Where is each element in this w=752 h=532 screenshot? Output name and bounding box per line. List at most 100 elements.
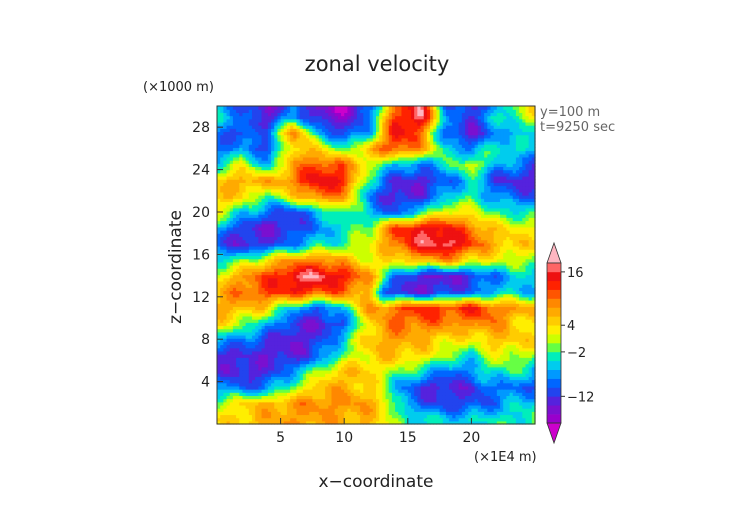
heatmap-cell xyxy=(525,274,530,279)
heatmap-cell xyxy=(379,274,383,279)
heatmap-cell xyxy=(312,357,317,361)
heatmap-cell xyxy=(468,392,472,396)
heatmap-cell xyxy=(474,338,479,342)
heatmap-cell xyxy=(436,395,441,400)
heatmap-cell xyxy=(309,265,313,269)
heatmap-cell xyxy=(271,369,275,374)
heatmap-cell xyxy=(395,408,399,412)
heatmap-cell xyxy=(509,265,514,269)
heatmap-cell xyxy=(480,280,485,285)
heatmap-cell xyxy=(261,268,266,272)
heatmap-cell xyxy=(372,280,377,285)
heatmap-cell xyxy=(318,290,323,295)
heatmap-cell xyxy=(480,293,485,298)
heatmap-cell xyxy=(471,303,476,307)
heatmap-cell xyxy=(458,334,463,339)
heatmap-cell xyxy=(439,309,444,314)
heatmap-cell xyxy=(251,284,256,288)
heatmap-cell xyxy=(461,284,466,288)
heatmap-cell xyxy=(391,331,396,336)
heatmap-cell xyxy=(477,290,482,295)
heatmap-cell xyxy=(439,322,444,327)
heatmap-cell xyxy=(445,385,450,390)
heatmap-cell xyxy=(515,296,520,301)
heatmap-cell xyxy=(426,414,431,419)
heatmap-cell xyxy=(395,312,399,317)
heatmap-cell xyxy=(509,325,514,330)
heatmap-cell xyxy=(321,401,326,406)
heatmap-cell xyxy=(436,293,441,298)
heatmap-cell xyxy=(528,357,533,361)
heatmap-cell xyxy=(229,414,234,419)
heatmap-cell xyxy=(528,350,533,355)
heatmap-cell xyxy=(217,328,221,333)
heatmap-cell xyxy=(280,299,285,304)
heatmap-cell xyxy=(519,293,523,298)
heatmap-cell xyxy=(452,395,457,400)
heatmap-cell xyxy=(503,277,507,282)
heatmap-cell xyxy=(280,382,285,387)
heatmap-cell xyxy=(331,347,336,352)
heatmap-cell xyxy=(522,414,527,419)
heatmap-cell xyxy=(341,325,345,330)
heatmap-cell xyxy=(277,379,282,384)
heatmap-cell xyxy=(512,395,517,400)
heatmap-cell xyxy=(525,369,530,374)
heatmap-cell xyxy=(458,331,463,336)
heatmap-cell xyxy=(430,328,434,333)
heatmap-cell xyxy=(401,296,406,301)
heatmap-cell xyxy=(420,389,425,393)
heatmap-cell xyxy=(296,366,301,371)
heatmap-cell xyxy=(296,354,301,358)
heatmap-cell xyxy=(528,398,533,403)
heatmap-cell xyxy=(299,322,304,327)
heatmap-cell xyxy=(436,325,441,330)
heatmap-cell xyxy=(506,334,511,339)
heatmap-cell xyxy=(242,309,247,314)
heatmap-cell xyxy=(528,322,533,327)
heatmap-cell xyxy=(229,420,234,425)
heatmap-cell xyxy=(525,290,530,295)
heatmap-cell xyxy=(255,414,259,419)
heatmap-cell xyxy=(439,420,444,425)
heatmap-cell xyxy=(423,293,428,298)
heatmap-cell xyxy=(236,274,240,279)
heatmap-cell xyxy=(286,411,291,416)
heatmap-cell xyxy=(385,347,390,352)
heatmap-cell xyxy=(271,379,275,384)
heatmap-cell xyxy=(255,293,259,298)
heatmap-cell xyxy=(363,265,368,269)
heatmap-cell xyxy=(452,319,457,323)
heatmap-cell xyxy=(436,331,441,336)
heatmap-cell xyxy=(436,303,441,307)
heatmap-cell xyxy=(528,309,533,314)
heatmap-cell xyxy=(229,366,234,371)
heatmap-cell xyxy=(423,296,428,301)
heatmap-cell xyxy=(376,322,380,327)
heatmap-cell xyxy=(487,284,492,288)
heatmap-cell xyxy=(379,271,383,276)
heatmap-cell xyxy=(509,373,514,377)
heatmap-cell xyxy=(239,319,244,323)
heatmap-cell xyxy=(223,363,228,368)
heatmap-cell xyxy=(321,334,326,339)
heatmap-cell xyxy=(480,274,485,279)
heatmap-cell xyxy=(264,357,269,361)
heatmap-cell xyxy=(245,398,250,403)
heatmap-cell xyxy=(385,373,390,377)
heatmap-cell xyxy=(229,354,234,358)
heatmap-cell xyxy=(477,284,482,288)
heatmap-cell xyxy=(477,360,482,365)
heatmap-cell xyxy=(391,338,396,342)
heatmap-cell xyxy=(232,299,237,304)
heatmap-cell xyxy=(223,338,228,342)
heatmap-cell xyxy=(506,287,511,292)
heatmap-cell xyxy=(471,408,476,412)
heatmap-cell xyxy=(271,347,275,352)
heatmap-cell xyxy=(379,347,383,352)
heatmap-cell xyxy=(401,401,406,406)
heatmap-cell xyxy=(461,363,466,368)
heatmap-cell xyxy=(286,315,291,320)
heatmap-cell xyxy=(277,334,282,339)
heatmap-cell xyxy=(493,373,498,377)
